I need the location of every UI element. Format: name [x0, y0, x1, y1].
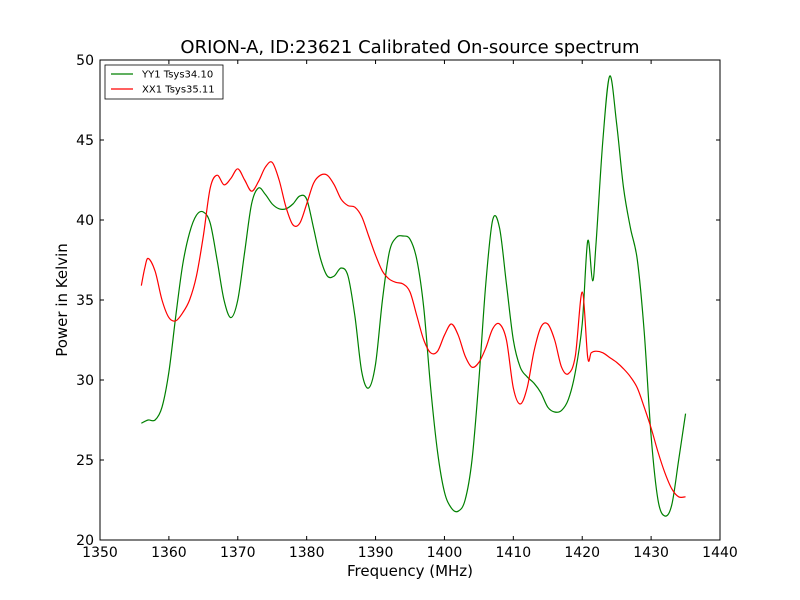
series-line-xx1	[140, 161, 686, 498]
chart-title: ORION-A, ID:23621 Calibrated On-source s…	[180, 37, 639, 58]
x-tick-label: 1400	[427, 545, 463, 561]
series-line-yy1	[141, 75, 687, 517]
x-tick-label: 1380	[289, 545, 325, 561]
y-tick-label: 50	[76, 53, 94, 69]
y-tick-label: 35	[76, 293, 94, 309]
x-axis-ticks: 1350 1360 1370 1380 1390 1400 1410 1420 1430 1440	[82, 60, 738, 561]
legend-label-yy1: YY1 Tsys34.10	[141, 70, 213, 81]
plot-area	[100, 60, 720, 540]
x-tick-label: 1440	[702, 545, 738, 561]
y-axis-label: Power in Kelvin	[53, 243, 71, 357]
legend: YY1 Tsys34.10 XX1 Tsys35.11	[104, 64, 224, 100]
legend-label-xx1: XX1 Tsys35.11	[142, 85, 215, 96]
legend-box	[104, 64, 224, 100]
y-axis-ticks: 20 25 30 35 40 45 50	[76, 53, 720, 549]
x-tick-label: 1350	[82, 545, 118, 561]
x-tick-label: 1420	[564, 545, 600, 561]
x-axis-label: Frequency (MHz)	[347, 562, 473, 580]
x-tick-label: 1360	[151, 545, 187, 561]
y-tick-label: 40	[76, 213, 94, 229]
x-tick-label: 1390	[358, 545, 394, 561]
y-tick-label: 45	[76, 133, 94, 149]
y-tick-label: 20	[76, 533, 94, 549]
y-tick-label: 30	[76, 373, 94, 389]
x-tick-label: 1430	[633, 545, 669, 561]
series-layer	[140, 75, 687, 517]
x-tick-label: 1370	[220, 545, 256, 561]
x-tick-label: 1410	[496, 545, 532, 561]
y-tick-label: 25	[76, 453, 94, 469]
